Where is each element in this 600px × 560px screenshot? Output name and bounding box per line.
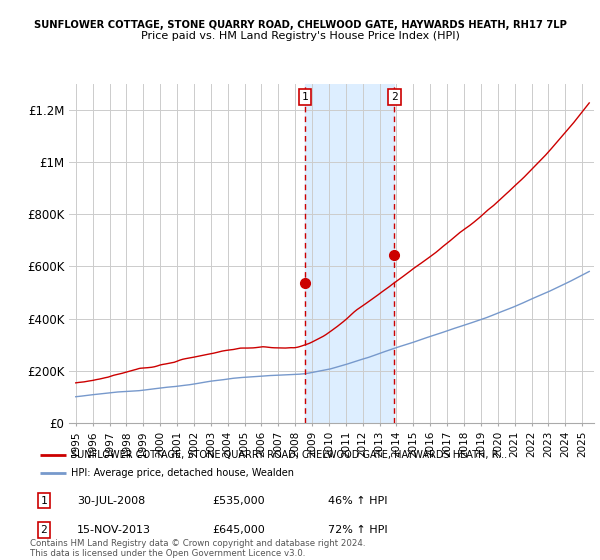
Bar [305, 84, 394, 423]
Text: 30-JUL-2008: 30-JUL-2008 [77, 496, 145, 506]
Text: 46% ↑ HPI: 46% ↑ HPI [328, 496, 388, 506]
Text: SUNFLOWER COTTAGE, STONE QUARRY ROAD, CHELWOOD GATE, HAYWARDS HEATH, RH17 7LP: SUNFLOWER COTTAGE, STONE QUARRY ROAD, CH… [34, 20, 566, 30]
Text: £645,000: £645,000 [212, 525, 265, 535]
Text: Contains HM Land Registry data © Crown copyright and database right 2024.
This d: Contains HM Land Registry data © Crown c… [30, 539, 365, 558]
Text: 2: 2 [391, 92, 398, 102]
Text: Price paid vs. HM Land Registry's House Price Index (HPI): Price paid vs. HM Land Registry's House … [140, 31, 460, 41]
Text: 15-NOV-2013: 15-NOV-2013 [77, 525, 151, 535]
Text: SUNFLOWER COTTAGE, STONE QUARRY ROAD, CHELWOOD GATE, HAYWARDS HEATH, R...: SUNFLOWER COTTAGE, STONE QUARRY ROAD, CH… [71, 450, 508, 460]
Text: 1: 1 [40, 496, 47, 506]
Text: HPI: Average price, detached house, Wealden: HPI: Average price, detached house, Weal… [71, 468, 295, 478]
Text: 1: 1 [302, 92, 308, 102]
Text: 72% ↑ HPI: 72% ↑ HPI [328, 525, 388, 535]
Text: £535,000: £535,000 [212, 496, 265, 506]
Text: 2: 2 [40, 525, 47, 535]
